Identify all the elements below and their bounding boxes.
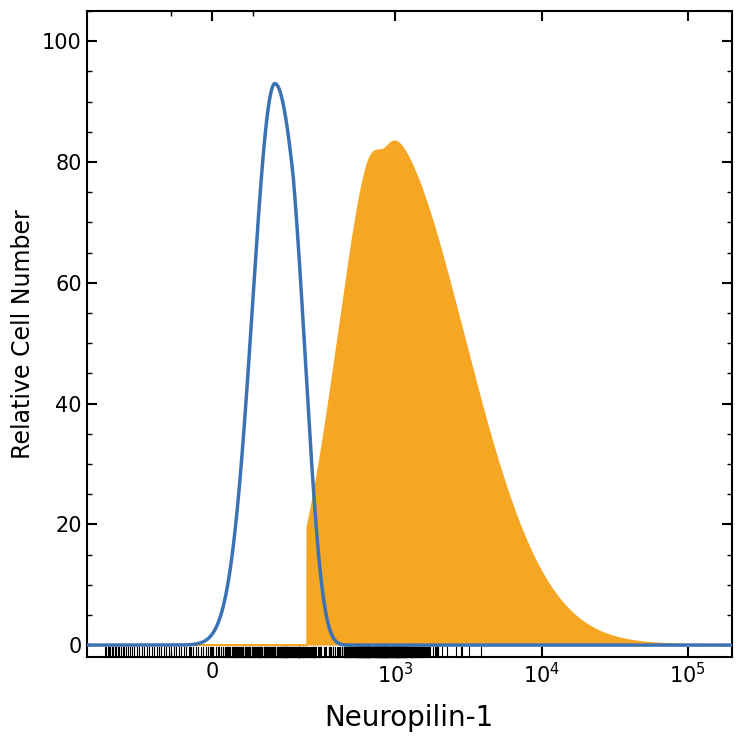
X-axis label: Neuropilin-1: Neuropilin-1	[325, 704, 494, 732]
Y-axis label: Relative Cell Number: Relative Cell Number	[11, 210, 35, 459]
